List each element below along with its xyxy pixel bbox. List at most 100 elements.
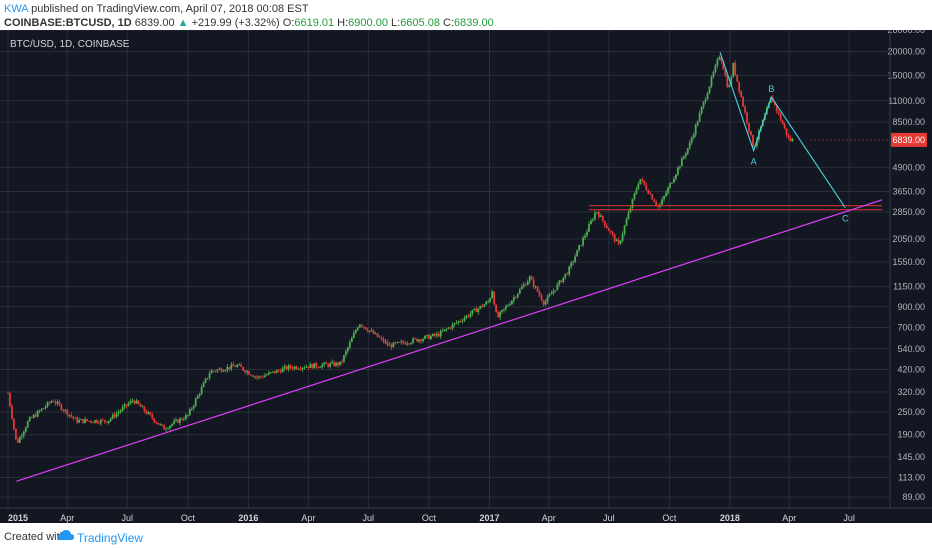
candle-body [350, 338, 353, 343]
candle-body [775, 104, 778, 112]
candle-body [534, 286, 537, 288]
candle-body [252, 375, 254, 377]
candle-body [653, 199, 656, 203]
candle-body [613, 234, 616, 242]
candle-body [390, 344, 393, 348]
candle-body [293, 366, 296, 369]
candle-body [530, 276, 533, 280]
candle-body [360, 324, 363, 327]
candle-body [738, 81, 741, 92]
candle-body [404, 342, 407, 345]
candle-body [202, 382, 205, 388]
candle-body [291, 367, 294, 369]
candle-body [54, 401, 57, 404]
candle-body [109, 418, 112, 421]
candle-body [514, 297, 517, 299]
y-tick-label: 89.00 [902, 492, 925, 502]
candle-body [190, 408, 193, 410]
candle-body [424, 335, 426, 339]
candle-body [184, 415, 187, 420]
candle-body [295, 366, 298, 369]
candle-body [623, 225, 626, 234]
candle-body [455, 322, 458, 324]
candle-body [410, 342, 413, 344]
candle-body [433, 333, 436, 336]
candle-body [62, 409, 65, 411]
candle-body [702, 101, 705, 108]
candle-body [230, 364, 233, 369]
candle-body [125, 404, 128, 406]
candle-body [716, 59, 719, 66]
candle-body [426, 335, 428, 336]
candle-body [669, 183, 671, 188]
candle-body [44, 406, 47, 409]
candle-body [384, 341, 387, 343]
candle-body [429, 336, 432, 340]
candle-body [750, 131, 752, 135]
chart-area[interactable]: 26000.00 20000.00 15000.00 11000.00 8500.00 4… [0, 25, 932, 523]
candle-body [30, 417, 33, 419]
price-chart[interactable]: 26000.00 20000.00 15000.00 11000.00 8500.00 4… [0, 25, 932, 523]
candle-body [651, 194, 654, 200]
up-arrow-icon: ▲ [177, 17, 189, 29]
author-link[interactable]: KWA [4, 3, 29, 15]
tradingview-link[interactable]: TradingView [77, 531, 144, 545]
y-tick-label: 113.00 [898, 472, 925, 482]
candle-body [86, 419, 88, 421]
candle-body [667, 187, 669, 193]
candle-body [58, 401, 61, 405]
candle-body [92, 422, 94, 423]
candle-body [578, 245, 580, 251]
candle-body [418, 339, 420, 342]
y-tick-label: 1550.00 [892, 257, 925, 267]
candle-body [48, 402, 51, 404]
candle-body [447, 327, 450, 329]
candle-body [228, 366, 231, 369]
candle-body [141, 406, 144, 408]
candle-body [680, 158, 683, 167]
x-tick-label: Apr [542, 513, 556, 523]
candle-body [244, 370, 247, 373]
candle-body [115, 413, 118, 417]
candle-body [611, 232, 614, 235]
candle-body [746, 112, 748, 124]
candle-body [556, 284, 559, 291]
candle-body [362, 326, 365, 328]
candle-body [16, 439, 19, 443]
candle-body [629, 208, 632, 213]
candle-body [113, 414, 116, 417]
candle-body [236, 364, 239, 368]
candle-body [459, 321, 462, 322]
x-tick-label: 2018 [720, 513, 740, 523]
candle-body [269, 372, 272, 373]
candle-body [68, 414, 71, 416]
candle-body [627, 212, 630, 220]
candle-body [437, 333, 440, 337]
candle-body [688, 142, 691, 149]
candle-body [647, 189, 650, 194]
candle-body [633, 193, 636, 200]
y-tick-label: 700.00 [897, 322, 925, 332]
candle-body [566, 273, 569, 275]
candle-body [671, 182, 673, 184]
candle-body [564, 273, 567, 278]
candle-body [208, 373, 211, 378]
candle-body [518, 289, 521, 294]
candle-body [374, 333, 377, 335]
low-value: 6605.08 [400, 17, 440, 29]
candle-body [127, 403, 130, 406]
candle-body [710, 76, 713, 87]
candle-body [609, 230, 612, 233]
candle-body [524, 284, 527, 286]
last-price-tag [891, 132, 927, 147]
candle-body [153, 418, 156, 422]
candle-body [56, 401, 59, 404]
candle-body [718, 57, 721, 60]
candle-body [240, 364, 243, 368]
candle-body [20, 435, 23, 438]
candle-body [96, 420, 98, 423]
candle-body [520, 286, 523, 290]
wave-label-c: C [842, 214, 849, 224]
candle-body [607, 228, 610, 231]
candle-body [789, 137, 792, 141]
